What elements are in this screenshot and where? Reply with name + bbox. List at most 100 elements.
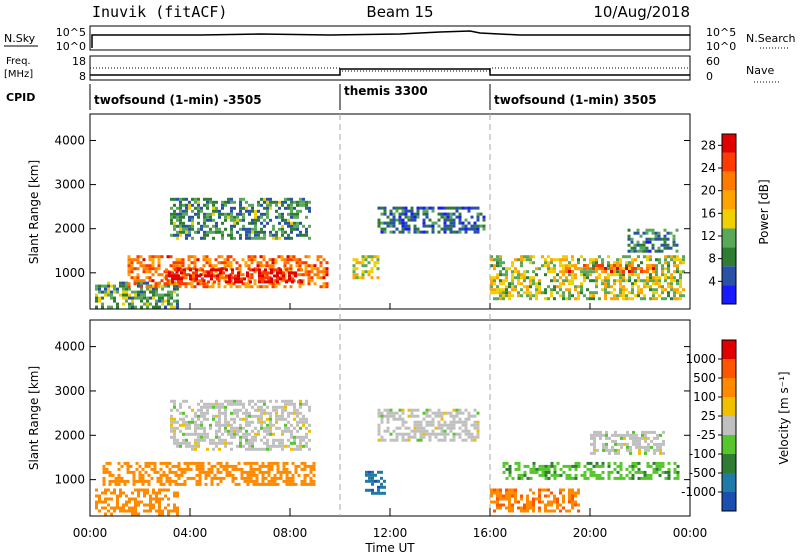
- heatmap-cell: [171, 479, 175, 483]
- heatmap-cell: [122, 503, 125, 507]
- heatmap-cell: [212, 417, 215, 421]
- heatmap-cell: [168, 467, 172, 471]
- heatmap-cell: [667, 270, 670, 274]
- heatmap-cell: [284, 218, 287, 222]
- heatmap-cell: [410, 411, 414, 415]
- heatmap-cell: [298, 264, 302, 268]
- heatmap-cell: [577, 285, 580, 289]
- heatmap-cell: [458, 432, 462, 436]
- heatmap-cell: [246, 470, 250, 474]
- heatmap-cell: [631, 282, 634, 286]
- heatmap-cell: [538, 497, 541, 501]
- heatmap-cell: [455, 408, 459, 412]
- heatmap-cell: [227, 432, 230, 436]
- heatmap-cell: [150, 467, 154, 471]
- heatmap-cell: [273, 268, 276, 272]
- heatmap-cell: [224, 438, 227, 442]
- heatmap-cell: [281, 411, 284, 415]
- heatmap-cell: [182, 420, 185, 424]
- heatmap-cell: [670, 276, 673, 280]
- heatmap-cell: [392, 218, 396, 222]
- heatmap-cell: [532, 497, 535, 501]
- heatmap-cell: [141, 473, 145, 477]
- heatmap-cell: [380, 206, 384, 210]
- heatmap-cell: [227, 212, 230, 216]
- heatmap-cell: [176, 305, 179, 309]
- heatmap-cell: [98, 287, 101, 291]
- heatmap-cell: [110, 296, 113, 300]
- heatmap-cell: [233, 435, 236, 439]
- heatmap-cell: [667, 476, 671, 480]
- heatmap-cell: [559, 261, 562, 265]
- heatmap-cell: [410, 429, 414, 433]
- heatmap-cell: [163, 282, 167, 286]
- heatmap-cell: [377, 438, 381, 442]
- heatmap-cell: [595, 291, 598, 295]
- heatmap-cell: [574, 285, 577, 289]
- heatmap-cell: [649, 279, 652, 283]
- heatmap-cell: [620, 436, 623, 440]
- heatmap-cell: [302, 402, 305, 406]
- heatmap-cell: [183, 461, 187, 465]
- heatmap-cell: [662, 439, 665, 443]
- heatmap-cell: [523, 470, 527, 474]
- heatmap-cell: [203, 224, 206, 228]
- heatmap-cell: [287, 411, 290, 415]
- colorbar-swatch: [722, 359, 736, 378]
- heatmap-cell: [168, 274, 171, 278]
- colorbar-tick-label: 1000: [685, 352, 716, 366]
- heatmap-cell: [264, 482, 268, 486]
- heatmap-cell: [131, 506, 134, 510]
- heatmap-cell: [148, 267, 152, 271]
- heatmap-cell: [197, 212, 200, 216]
- heatmap-cell: [240, 476, 244, 480]
- heatmap-cell: [404, 206, 408, 210]
- heatmap-cell: [404, 426, 408, 430]
- heatmap-cell: [614, 430, 617, 434]
- heatmap-cell: [529, 476, 533, 480]
- heatmap-cell: [455, 411, 459, 415]
- heatmap-cell: [643, 255, 646, 259]
- heatmap-cell: [607, 264, 610, 268]
- heatmap-cell: [198, 274, 201, 278]
- heatmap-cell: [158, 293, 161, 297]
- heatmap-cell: [242, 426, 245, 430]
- heatmap-cell: [167, 503, 170, 507]
- heatmap-cell: [245, 206, 248, 210]
- heatmap-cell: [273, 274, 276, 278]
- heatmap-cell: [191, 224, 194, 228]
- heatmap-cell: [270, 271, 273, 275]
- heatmap-cell: [641, 436, 644, 440]
- heatmap-cell: [198, 467, 202, 471]
- heatmap-cell: [648, 240, 652, 244]
- heatmap-cell: [125, 293, 128, 297]
- heatmap-cell: [523, 270, 526, 274]
- heatmap-cell: [679, 273, 682, 277]
- heatmap-cell: [218, 435, 221, 439]
- heatmap-cell: [218, 209, 221, 213]
- heatmap-cell: [659, 448, 662, 452]
- heatmap-cell: [371, 470, 374, 474]
- heatmap-cell: [305, 200, 308, 204]
- heatmap-cell: [130, 270, 134, 274]
- heatmap-cell: [647, 448, 650, 452]
- heatmap-cell: [505, 476, 509, 480]
- heatmap-cell: [132, 473, 136, 477]
- heatmap-cell: [520, 273, 523, 277]
- heatmap-cell: [216, 274, 219, 278]
- heatmap-cell: [316, 273, 320, 277]
- heatmap-cell: [296, 423, 299, 427]
- heatmap-cell: [148, 279, 152, 283]
- heatmap-cell: [290, 224, 293, 228]
- heatmap-cell: [266, 411, 269, 415]
- heatmap-cell: [281, 212, 284, 216]
- heatmap-cell: [604, 288, 607, 292]
- heatmap-cell: [583, 476, 587, 480]
- heatmap-cell: [257, 236, 260, 240]
- heatmap-cell: [571, 282, 574, 286]
- heatmap-cell: [523, 506, 526, 510]
- heatmap-cell: [622, 276, 625, 280]
- nave-label: Nave: [746, 64, 774, 77]
- heatmap-cell: [377, 479, 380, 483]
- heatmap-cell: [207, 271, 210, 275]
